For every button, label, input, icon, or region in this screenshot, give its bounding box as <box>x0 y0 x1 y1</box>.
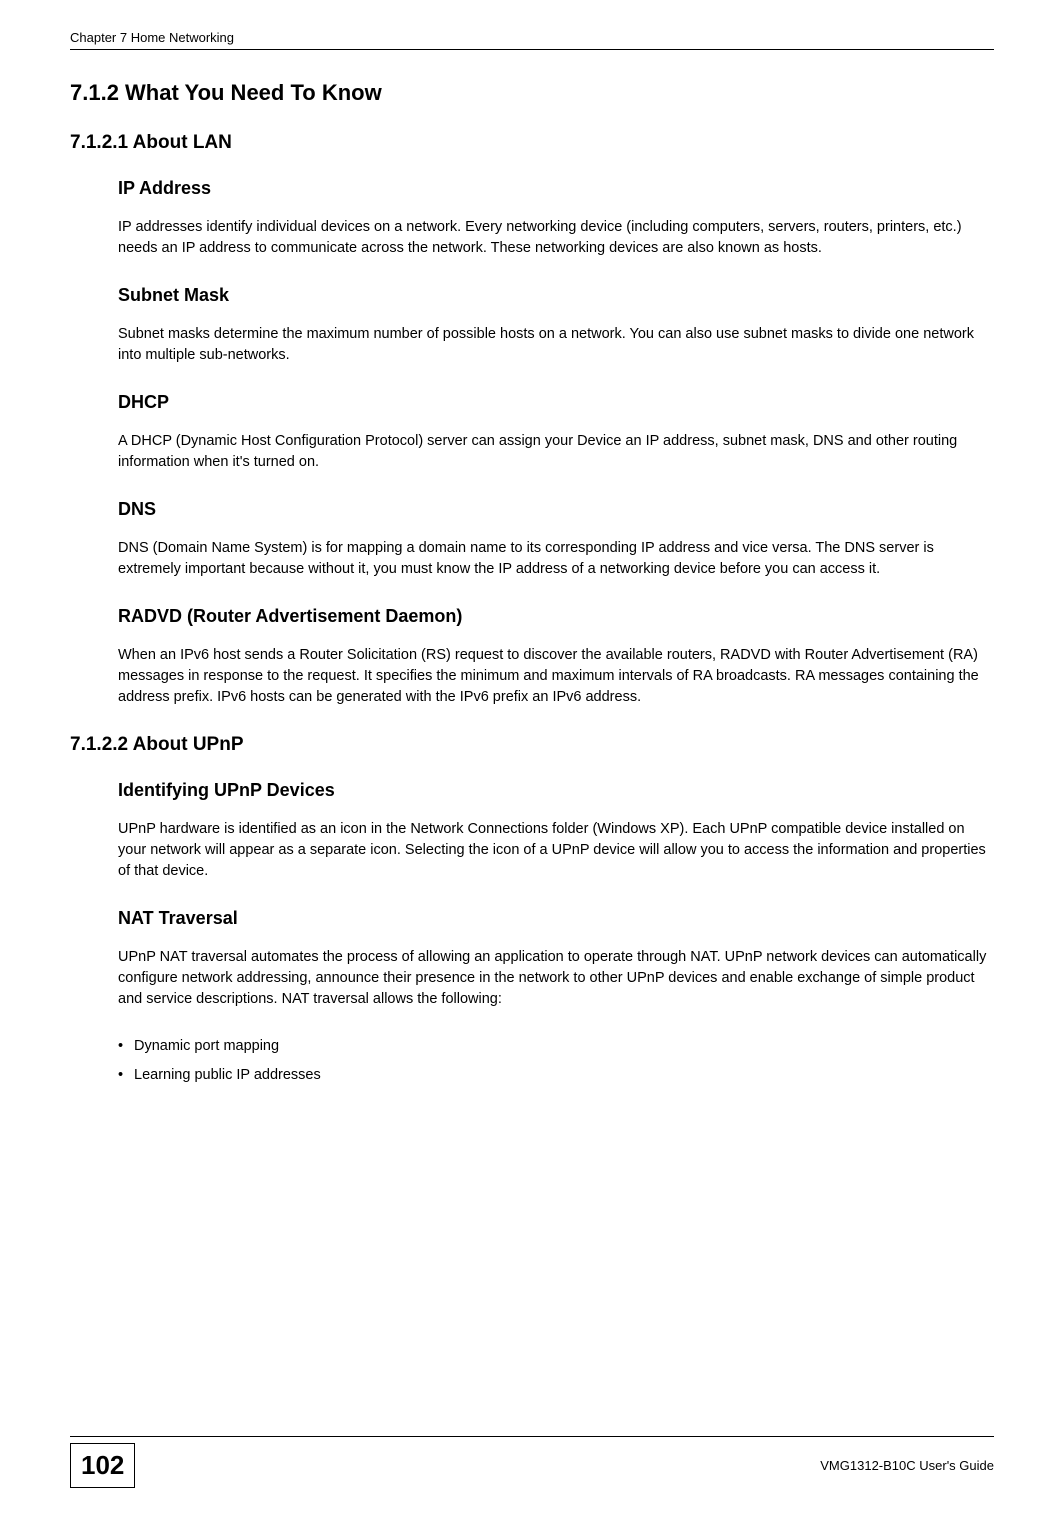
subheading-subnet-mask: Subnet Mask <box>118 285 994 306</box>
subheading-dhcp: DHCP <box>118 392 994 413</box>
bullet-list-nat: • Dynamic port mapping • Learning public… <box>118 1036 994 1085</box>
page-number: 102 <box>70 1443 135 1488</box>
footer-rule <box>70 1436 994 1437</box>
subheading-radvd: RADVD (Router Advertisement Daemon) <box>118 606 994 627</box>
paragraph-nat-traversal: UPnP NAT traversal automates the process… <box>118 947 994 1010</box>
page-footer: 102 VMG1312-B10C User's Guide <box>70 1436 994 1488</box>
subheading-ip-address: IP Address <box>118 178 994 199</box>
paragraph-dns: DNS (Domain Name System) is for mapping … <box>118 538 994 580</box>
paragraph-ip-address: IP addresses identify individual devices… <box>118 217 994 259</box>
section-heading-7-1-2-2: 7.1.2.2 About UPnP <box>70 734 994 756</box>
list-item: • Learning public IP addresses <box>118 1065 994 1085</box>
section-heading-7-1-2: 7.1.2 What You Need To Know <box>70 80 994 106</box>
paragraph-subnet-mask: Subnet masks determine the maximum numbe… <box>118 324 994 366</box>
list-item-text: Learning public IP addresses <box>134 1065 321 1085</box>
header-rule <box>70 49 994 50</box>
paragraph-identifying-upnp: UPnP hardware is identified as an icon i… <box>118 819 994 882</box>
running-header: Chapter 7 Home Networking <box>70 30 994 45</box>
bullet-icon: • <box>118 1036 134 1056</box>
paragraph-radvd: When an IPv6 host sends a Router Solicit… <box>118 645 994 708</box>
list-item: • Dynamic port mapping <box>118 1036 994 1056</box>
section-heading-7-1-2-1: 7.1.2.1 About LAN <box>70 132 994 154</box>
paragraph-dhcp: A DHCP (Dynamic Host Configuration Proto… <box>118 431 994 473</box>
bullet-icon: • <box>118 1065 134 1085</box>
guide-title: VMG1312-B10C User's Guide <box>820 1458 994 1473</box>
subheading-nat-traversal: NAT Traversal <box>118 908 994 929</box>
subheading-identifying-upnp: Identifying UPnP Devices <box>118 780 994 801</box>
list-item-text: Dynamic port mapping <box>134 1036 279 1056</box>
subheading-dns: DNS <box>118 499 994 520</box>
